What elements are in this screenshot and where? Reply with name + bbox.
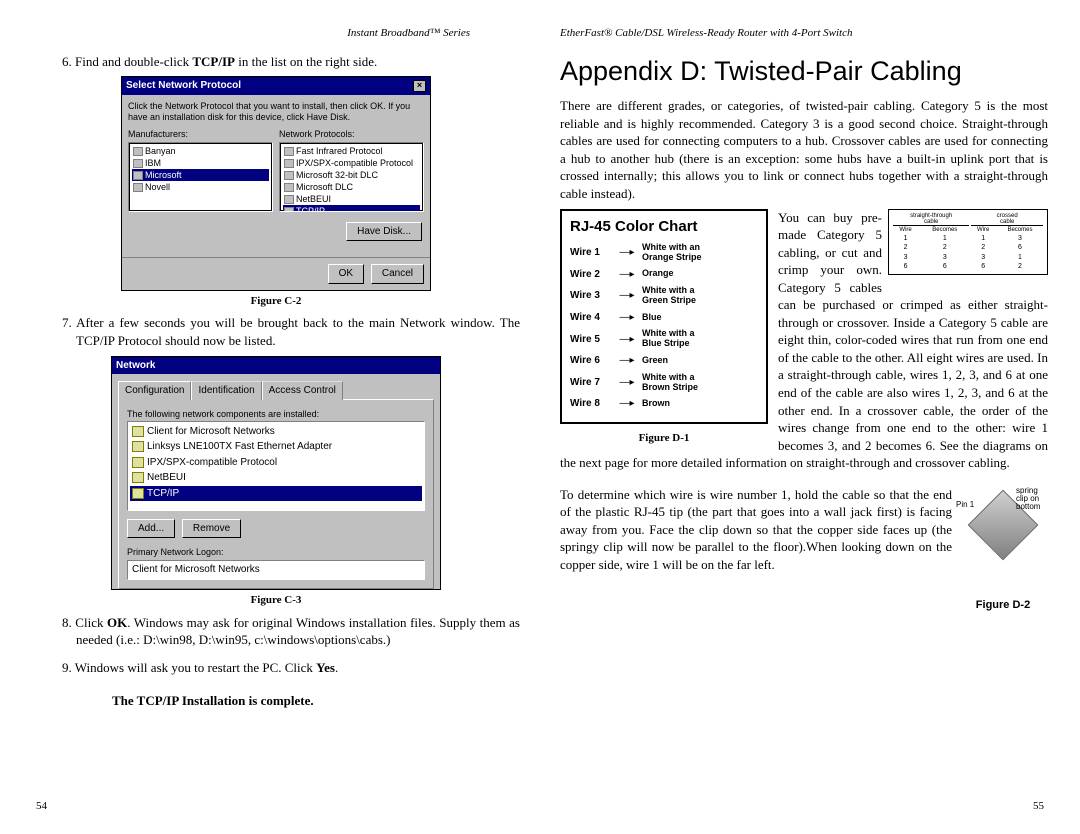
- spring-clip-label: spring clip on bottom: [1016, 487, 1080, 511]
- step6-textB: in the list on the right side.: [235, 54, 377, 69]
- wire-table-subhead: Wire: [970, 226, 996, 234]
- wire-mapping-table: straight-through cable crossed cable Wir…: [888, 209, 1048, 276]
- rj45-chart: RJ-45 Color Chart Wire 1—▸White with an …: [560, 209, 768, 424]
- rj45-chart-wrapper: RJ-45 Color Chart Wire 1—▸White with an …: [560, 209, 778, 446]
- network-title-text: Network: [116, 359, 155, 373]
- table-head-crossed: crossed cable: [971, 213, 1043, 226]
- manufacturer-item[interactable]: Banyan: [132, 145, 269, 157]
- page-number-left: 54: [36, 799, 47, 814]
- step9-bold: Yes: [316, 660, 335, 675]
- manufacturer-item[interactable]: Microsoft: [132, 169, 269, 181]
- add-button[interactable]: Add...: [127, 519, 175, 539]
- component-item[interactable]: TCP/IP: [130, 486, 422, 502]
- protocol-item[interactable]: NetBEUI: [283, 193, 420, 205]
- rj45-title: RJ-45 Color Chart: [570, 217, 758, 237]
- step-9: 9. Windows will ask you to restart the P…: [32, 659, 520, 677]
- components-listbox[interactable]: Client for Microsoft NetworksLinksys LNE…: [127, 421, 425, 511]
- logon-combo[interactable]: Client for Microsoft Networks: [127, 560, 425, 580]
- appendix-title: Appendix D: Twisted-Pair Cabling: [560, 53, 1048, 89]
- wire-table-row: 6662: [892, 262, 1044, 271]
- component-item[interactable]: IPX/SPX-compatible Protocol: [130, 455, 422, 471]
- step8-textA: Click: [75, 615, 107, 630]
- network-dialog: Network ConfigurationIdentificationAcces…: [111, 356, 441, 590]
- figure-c3-caption: Figure C-3: [32, 593, 520, 608]
- rj45-row: Wire 1—▸White with an Orange Stripe: [570, 243, 758, 263]
- step6-textA: Find and double-click: [75, 54, 192, 69]
- rj45-row: Wire 8—▸Brown: [570, 397, 758, 411]
- protocol-item[interactable]: Fast Infrared Protocol: [283, 145, 420, 157]
- step7-text: After a few seconds you will be brought …: [76, 315, 520, 348]
- rj45-section: RJ-45 Color Chart Wire 1—▸White with an …: [560, 209, 1048, 472]
- cancel-button[interactable]: Cancel: [371, 264, 424, 284]
- remove-button[interactable]: Remove: [182, 519, 241, 539]
- step9-textA: Windows will ask you to restart the PC. …: [75, 660, 316, 675]
- table-head-straight: straight-through cable: [893, 213, 969, 226]
- step-8: 8. Click OK. Windows may ask for origina…: [32, 614, 520, 649]
- rj45-row: Wire 4—▸Blue: [570, 311, 758, 325]
- rj45-row: Wire 7—▸White with a Brown Stripe: [570, 373, 758, 393]
- protocol-item[interactable]: TCP/IP: [283, 205, 420, 211]
- pin-figure: Pin 1 spring clip on bottom Figure D-2: [958, 486, 1048, 613]
- tab-identification[interactable]: Identification: [191, 381, 261, 400]
- tab-configuration[interactable]: Configuration: [118, 381, 191, 400]
- figure-c3-block: Network ConfigurationIdentificationAcces…: [32, 356, 520, 608]
- left-page: Instant Broadband™ Series 6. Find and do…: [32, 26, 520, 710]
- figure-c2-block: Select Network Protocol × Click the Netw…: [32, 76, 520, 308]
- step6-num: 6.: [62, 54, 72, 69]
- dialog-title-text: Select Network Protocol: [126, 79, 241, 93]
- select-protocol-dialog: Select Network Protocol × Click the Netw…: [121, 76, 431, 290]
- intro-paragraph: There are different grades, or categorie…: [560, 97, 1048, 202]
- protocol-item[interactable]: Microsoft 32-bit DLC: [283, 169, 420, 181]
- left-header: Instant Broadband™ Series: [32, 26, 520, 41]
- protocol-item[interactable]: Microsoft DLC: [283, 181, 420, 193]
- step8-bold: OK: [107, 615, 127, 630]
- dialog-prompt: Click the Network Protocol that you want…: [128, 101, 424, 123]
- step8-textB: . Windows may ask for original Windows i…: [76, 615, 520, 648]
- manufacturers-listbox[interactable]: BanyanIBMMicrosoftNovell: [128, 142, 273, 212]
- protocol-item[interactable]: IPX/SPX-compatible Protocol: [283, 157, 420, 169]
- page-number-right: 55: [1033, 799, 1044, 814]
- close-icon[interactable]: ×: [413, 80, 426, 92]
- wire-table-subhead: Wire: [892, 226, 919, 234]
- component-item[interactable]: Client for Microsoft Networks: [130, 424, 422, 440]
- step9-num: 9.: [62, 660, 72, 675]
- dialog-titlebar: Select Network Protocol ×: [122, 77, 430, 95]
- manufacturers-label: Manufacturers:: [128, 128, 273, 140]
- network-titlebar: Network: [112, 357, 440, 375]
- pin-section: Pin 1 spring clip on bottom Figure D-2 T…: [560, 486, 1048, 613]
- rj45-row: Wire 2—▸Orange: [570, 268, 758, 282]
- figure-c2-caption: Figure C-2: [32, 294, 520, 309]
- have-disk-button[interactable]: Have Disk...: [346, 222, 422, 242]
- rj45-row: Wire 6—▸Green: [570, 354, 758, 368]
- wire-table-subhead: Becomes: [919, 226, 970, 234]
- protocols-label: Network Protocols:: [279, 128, 424, 140]
- wire-table-subhead: Becomes: [996, 226, 1044, 234]
- step8-num: 8.: [62, 615, 72, 630]
- figure-d2-caption: Figure D-2: [958, 598, 1048, 613]
- ok-button[interactable]: OK: [328, 264, 364, 284]
- wire-table-row: 3331: [892, 253, 1044, 262]
- step6-bold: TCP/IP: [192, 54, 235, 69]
- manufacturer-item[interactable]: IBM: [132, 157, 269, 169]
- rj45-row: Wire 5—▸White with a Blue Stripe: [570, 329, 758, 349]
- step7-num: 7.: [62, 315, 72, 330]
- wire-table-row: 2226: [892, 243, 1044, 252]
- protocols-listbox[interactable]: Fast Infrared ProtocolIPX/SPX-compatible…: [279, 142, 424, 212]
- right-page: EtherFast® Cable/DSL Wireless-Ready Rout…: [560, 26, 1048, 710]
- manufacturer-item[interactable]: Novell: [132, 181, 269, 193]
- component-item[interactable]: Linksys LNE100TX Fast Ethernet Adapter: [130, 439, 422, 455]
- step-6: 6. Find and double-click TCP/IP in the l…: [32, 53, 520, 71]
- components-label: The following network components are ins…: [127, 408, 425, 420]
- logon-label: Primary Network Logon:: [127, 546, 425, 558]
- rj45-row: Wire 3—▸White with a Green Stripe: [570, 286, 758, 306]
- figure-d1-caption: Figure D-1: [560, 431, 768, 446]
- complete-line: The TCP/IP Installation is complete.: [32, 692, 520, 710]
- step-7: 7. After a few seconds you will be broug…: [32, 314, 520, 349]
- step9-textB: .: [335, 660, 338, 675]
- tab-access-control[interactable]: Access Control: [262, 381, 343, 400]
- component-item[interactable]: NetBEUI: [130, 470, 422, 486]
- wire-table-row: 1113: [892, 234, 1044, 243]
- right-header: EtherFast® Cable/DSL Wireless-Ready Rout…: [560, 26, 1048, 41]
- tabs[interactable]: ConfigurationIdentificationAccess Contro…: [118, 380, 434, 399]
